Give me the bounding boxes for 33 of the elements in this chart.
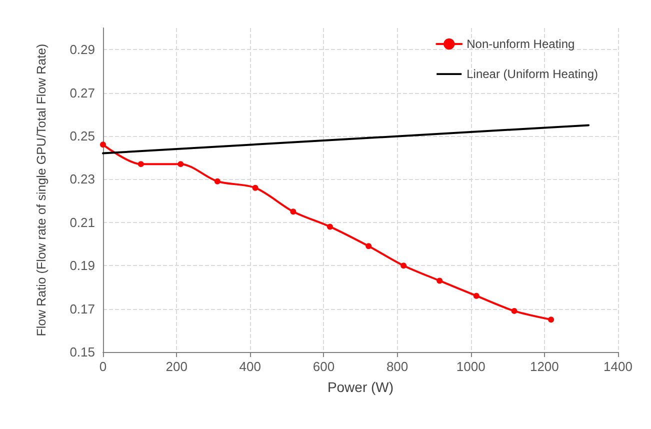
point	[138, 161, 144, 168]
y-tick-label: 0.19	[70, 258, 95, 274]
legend-label: Non-unform Heating	[466, 37, 575, 51]
point	[473, 292, 480, 299]
x-tick-label: 1000	[456, 359, 486, 374]
legend-label: Linear (Uniform Heating)	[466, 67, 598, 81]
y-axis-title: Flow Ratio (Flow rate of single GPU/Total Flow Rate)	[34, 44, 48, 336]
x-tick-label: 1400	[604, 359, 632, 374]
y-tick-label: 0.25	[70, 128, 95, 144]
x-tick-label: 0	[99, 359, 107, 374]
point	[511, 308, 518, 314]
point	[214, 178, 220, 184]
x-axis-title: Power (W)	[327, 379, 394, 395]
y-tick-label: 0.27	[70, 85, 95, 100]
x-tick-label: 200	[166, 359, 188, 374]
y-tick-label: 0.23	[70, 172, 95, 187]
point	[100, 142, 106, 148]
x-tick-label: 600	[312, 359, 335, 374]
x-tick-label: 800	[386, 359, 408, 374]
point	[326, 224, 333, 230]
y-tick-label: 0.15	[70, 344, 95, 360]
point	[366, 243, 372, 250]
x-tick-label: 1200	[530, 359, 559, 374]
y-tick-label: 0.29	[70, 42, 95, 58]
point	[178, 161, 184, 168]
point	[400, 262, 407, 269]
y-tick-label: 0.17	[70, 301, 95, 316]
point	[290, 208, 296, 215]
y-tick-label: 0.21	[70, 214, 95, 230]
x-tick-label: 400	[239, 359, 261, 374]
point	[548, 316, 554, 323]
point	[436, 278, 443, 284]
point	[252, 184, 258, 191]
